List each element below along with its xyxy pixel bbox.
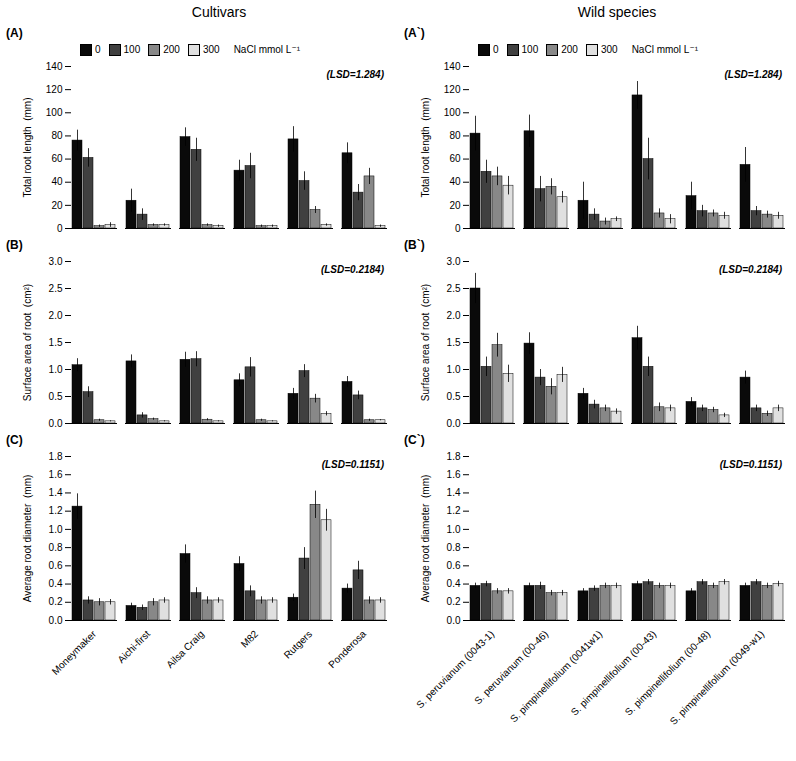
svg-text:Surface area of root (cm²): Surface area of root (cm²) bbox=[22, 284, 33, 401]
svg-text:80: 80 bbox=[449, 130, 461, 141]
html-text:(C`): (C`) bbox=[404, 433, 425, 447]
svg-text:100: 100 bbox=[444, 107, 461, 118]
svg-text:3.0: 3.0 bbox=[49, 256, 63, 267]
svg-text:40: 40 bbox=[51, 176, 63, 187]
svg-text:60: 60 bbox=[449, 153, 461, 164]
svg-text:2.0: 2.0 bbox=[447, 310, 461, 321]
html-text:Wild species: Wild species bbox=[577, 4, 657, 20]
svg-text:S. pimpinellifolium (00-43): S. pimpinellifolium (00-43) bbox=[569, 628, 659, 718]
svg-text:Ailsa Craig: Ailsa Craig bbox=[164, 628, 206, 670]
svg-text:0.0: 0.0 bbox=[49, 418, 63, 429]
svg-text:20: 20 bbox=[51, 200, 63, 211]
svg-text:M82: M82 bbox=[239, 628, 261, 650]
svg-text:0.2: 0.2 bbox=[49, 596, 63, 607]
html-text:200: 200 bbox=[163, 44, 180, 55]
svg-text:120: 120 bbox=[46, 84, 63, 95]
svg-text:140: 140 bbox=[46, 61, 63, 72]
svg-text:Surface area of root (cm²): Surface area of root (cm²) bbox=[420, 284, 431, 401]
svg-text:1.2: 1.2 bbox=[49, 505, 63, 516]
svg-text:S. peruvianum (00-46): S. peruvianum (00-46) bbox=[472, 628, 551, 707]
svg-text:120: 120 bbox=[444, 84, 461, 95]
svg-text:2.5: 2.5 bbox=[447, 283, 461, 294]
svg-text:0.8: 0.8 bbox=[447, 542, 461, 553]
svg-text:2.0: 2.0 bbox=[49, 310, 63, 321]
svg-text:0.4: 0.4 bbox=[447, 578, 461, 589]
html-text:300: 300 bbox=[600, 44, 618, 55]
svg-text:140: 140 bbox=[444, 61, 461, 72]
svg-text:20: 20 bbox=[449, 200, 461, 211]
svg-text:Total root length (mm): Total root length (mm) bbox=[420, 97, 431, 197]
svg-text:0: 0 bbox=[57, 223, 63, 234]
svg-text:1.0: 1.0 bbox=[447, 364, 461, 375]
svg-text:1.8: 1.8 bbox=[49, 451, 63, 462]
svg-text:1.4: 1.4 bbox=[447, 487, 461, 498]
svg-text:1.8: 1.8 bbox=[447, 451, 461, 462]
html-text:0: 0 bbox=[95, 44, 101, 55]
html-text:200: 200 bbox=[561, 44, 578, 55]
svg-text:2.5: 2.5 bbox=[49, 283, 63, 294]
svg-text:0.4: 0.4 bbox=[49, 578, 63, 589]
svg-text:1.0: 1.0 bbox=[447, 524, 461, 535]
svg-text:S. pimpinellifolium (0049-w1): S. pimpinellifolium (0049-w1) bbox=[668, 628, 767, 727]
svg-text:0: 0 bbox=[455, 223, 461, 234]
svg-text:0.6: 0.6 bbox=[447, 560, 461, 571]
html-text:NaCl mmol L⁻¹: NaCl mmol L⁻¹ bbox=[631, 44, 698, 55]
html-text:100: 100 bbox=[123, 44, 141, 55]
html-text:(LSD=1.284): (LSD=1.284) bbox=[326, 69, 384, 80]
svg-text:1.0: 1.0 bbox=[49, 364, 63, 375]
svg-text:0.0: 0.0 bbox=[447, 615, 461, 626]
svg-text:1.4: 1.4 bbox=[49, 487, 63, 498]
svg-text:1.6: 1.6 bbox=[49, 469, 63, 480]
svg-text:0.5: 0.5 bbox=[49, 391, 63, 402]
svg-text:Moneymaker: Moneymaker bbox=[50, 628, 99, 677]
svg-text:60: 60 bbox=[51, 153, 63, 164]
svg-text:Total root length (mm): Total root length (mm) bbox=[22, 97, 33, 197]
svg-text:Aichi-first: Aichi-first bbox=[115, 628, 152, 665]
html-text:300: 300 bbox=[202, 44, 220, 55]
html-text:(A`): (A`) bbox=[404, 26, 425, 40]
html-text:(LSD=0.2184): (LSD=0.2184) bbox=[320, 264, 384, 275]
svg-text:1.0: 1.0 bbox=[49, 524, 63, 535]
svg-text:0.5: 0.5 bbox=[447, 391, 461, 402]
svg-text:1.5: 1.5 bbox=[49, 337, 63, 348]
html-text:(C): (C) bbox=[6, 433, 23, 447]
svg-text:S. pimpinellifolium (00-48): S. pimpinellifolium (00-48) bbox=[623, 628, 713, 718]
html-text:(LSD=0.1151): (LSD=0.1151) bbox=[719, 459, 782, 470]
svg-text:S. pimpinellifolium (0041w1): S. pimpinellifolium (0041w1) bbox=[508, 628, 604, 724]
svg-text:0.6: 0.6 bbox=[49, 560, 63, 571]
html-text:(A): (A) bbox=[6, 26, 23, 40]
svg-text:1.2: 1.2 bbox=[447, 505, 461, 516]
svg-text:100: 100 bbox=[46, 107, 63, 118]
svg-text:Ponderosa: Ponderosa bbox=[326, 628, 368, 670]
html-text:0: 0 bbox=[493, 44, 499, 55]
html-text:(LSD=1.284): (LSD=1.284) bbox=[724, 69, 782, 80]
html-text:(B`): (B`) bbox=[404, 238, 425, 252]
html-text:(LSD=0.1151): (LSD=0.1151) bbox=[321, 459, 384, 470]
svg-text:80: 80 bbox=[51, 130, 63, 141]
html-text:(LSD=0.2184): (LSD=0.2184) bbox=[718, 264, 782, 275]
svg-text:0.8: 0.8 bbox=[49, 542, 63, 553]
html-text:100: 100 bbox=[521, 44, 539, 55]
svg-text:3.0: 3.0 bbox=[447, 256, 461, 267]
svg-text:1.6: 1.6 bbox=[447, 469, 461, 480]
svg-text:0.0: 0.0 bbox=[447, 418, 461, 429]
html-text:Cultivars: Cultivars bbox=[191, 4, 247, 20]
html-text:NaCl mmol L⁻¹: NaCl mmol L⁻¹ bbox=[233, 44, 300, 55]
html-text:(B): (B) bbox=[6, 238, 23, 252]
svg-text:Average root diameter (mm): Average root diameter (mm) bbox=[420, 475, 431, 603]
svg-text:0.0: 0.0 bbox=[49, 615, 63, 626]
svg-text:Rutgers: Rutgers bbox=[282, 628, 315, 661]
svg-text:1.5: 1.5 bbox=[447, 337, 461, 348]
svg-text:0.2: 0.2 bbox=[447, 596, 461, 607]
svg-text:40: 40 bbox=[449, 176, 461, 187]
svg-text:Average root diameter (mm): Average root diameter (mm) bbox=[22, 475, 33, 603]
svg-text:S. peruvianum (0043-1): S. peruvianum (0043-1) bbox=[414, 628, 497, 711]
